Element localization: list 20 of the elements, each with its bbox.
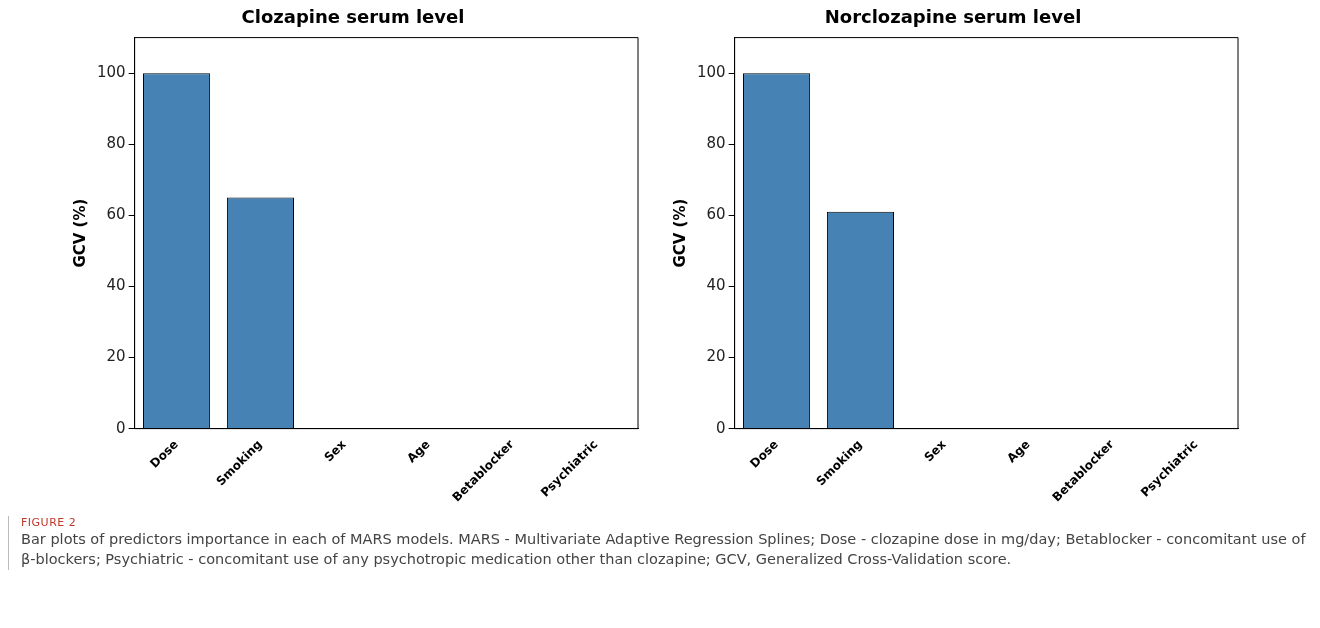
y-tick-label: 100 xyxy=(696,63,726,82)
x-tick-label: Sex xyxy=(321,436,349,465)
y-tick-label: 40 xyxy=(706,276,726,295)
y-tick-label: 40 xyxy=(106,276,126,295)
y-tick-label: 60 xyxy=(106,205,126,224)
y-axis-title: GCV (%) xyxy=(670,198,689,268)
y-tick-label: 0 xyxy=(716,418,726,437)
y-tick-label: 80 xyxy=(106,134,126,153)
y-tick-label: 20 xyxy=(706,347,726,366)
y-tick-label: 60 xyxy=(706,205,726,224)
x-tick-label: Sex xyxy=(921,436,949,465)
y-tick-label: 80 xyxy=(706,134,726,153)
y-tick-label: 20 xyxy=(106,347,126,366)
text: Bar plots of predictors importance in each of MARS models. MARS - Multivariate Adaptive Regression Splines; Dose - clozapine dose in mg/day; Betablocker - concomitant use of β-blockers; Psychiatric - concomitant use of any psychotropic medication other than clozapine; GCV, Generalized Cross-Validation score. xyxy=(21,530,1307,570)
y-tick-label: 0 xyxy=(116,418,126,437)
chart-title: Clozapine serum level xyxy=(241,6,465,28)
caption: FIGURE 2 xyxy=(21,516,78,529)
chart-title: Norclozapine serum level xyxy=(824,6,1082,28)
y-tick-label: 100 xyxy=(96,63,126,82)
y-axis-title: GCV (%) xyxy=(70,198,89,268)
